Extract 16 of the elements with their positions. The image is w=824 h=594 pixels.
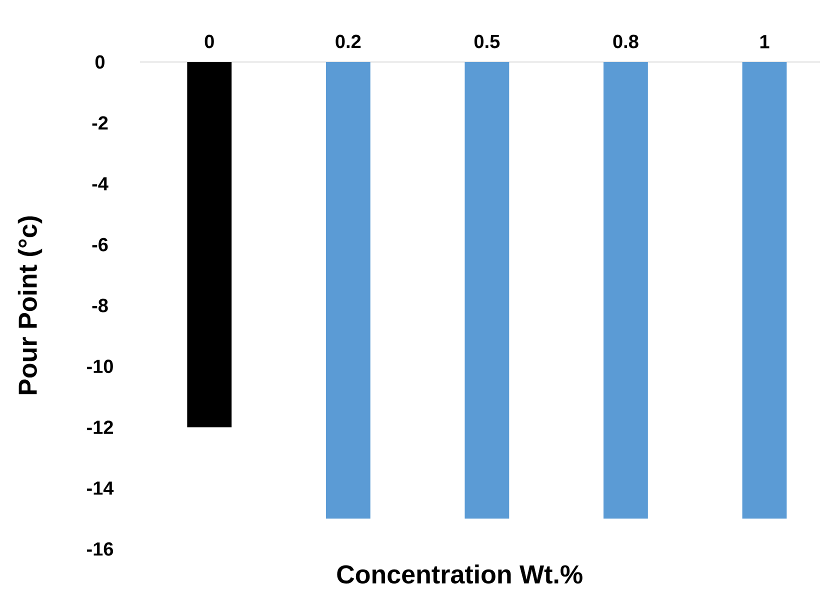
x-tick-label: 0 bbox=[204, 34, 214, 48]
y-tick-label: -10 bbox=[87, 360, 113, 374]
y-tick-label: 0 bbox=[95, 55, 104, 69]
x-tick-label: 0.5 bbox=[474, 34, 500, 48]
y-axis-title: Pour Point (°c) bbox=[18, 216, 42, 394]
x-tick-label: 0.2 bbox=[336, 34, 361, 48]
x-axis-title: Concentration Wt.% bbox=[337, 564, 582, 584]
x-tick-label: 0.8 bbox=[613, 34, 638, 48]
y-tick-label: -6 bbox=[92, 238, 108, 252]
x-tick-label: 1 bbox=[760, 35, 770, 48]
y-tick-label: -12 bbox=[87, 420, 113, 434]
y-tick-label: -16 bbox=[87, 542, 114, 556]
y-tick-label: -8 bbox=[92, 298, 108, 312]
y-tick-label: -14 bbox=[87, 482, 114, 495]
y-tick-label: -2 bbox=[92, 116, 108, 130]
y-tick-label: -4 bbox=[92, 177, 108, 190]
